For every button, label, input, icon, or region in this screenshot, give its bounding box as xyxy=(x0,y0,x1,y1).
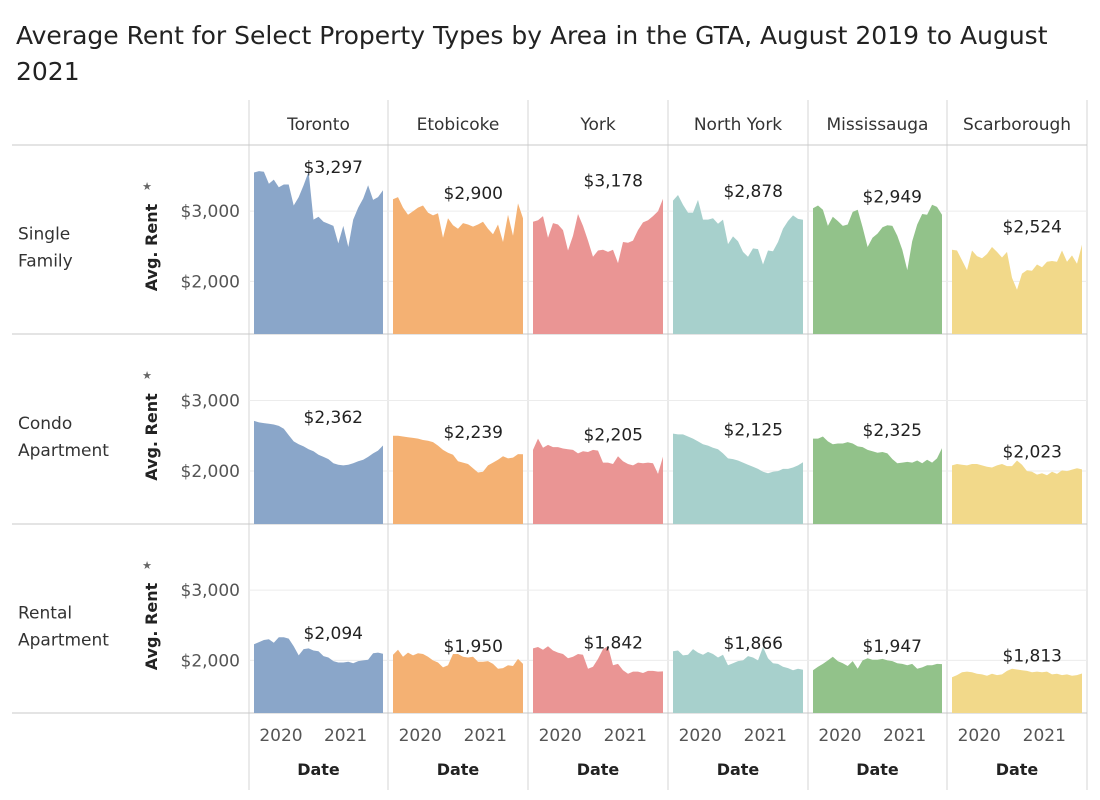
x-tick-label: 2021 xyxy=(744,726,787,746)
column-header: North York xyxy=(694,115,782,135)
data-label: $3,178 xyxy=(584,172,643,192)
data-label: $2,878 xyxy=(724,182,783,202)
area-series xyxy=(813,204,942,334)
column-header: Scarborough xyxy=(963,115,1071,135)
data-label: $2,900 xyxy=(444,184,503,204)
area-series xyxy=(813,436,942,524)
x-axis-title: Date xyxy=(856,760,899,779)
x-tick-label: 2021 xyxy=(324,726,367,746)
x-tick-label: 2020 xyxy=(958,726,1001,746)
area-series xyxy=(952,668,1082,713)
data-label: $2,239 xyxy=(444,423,503,443)
area-series xyxy=(533,198,663,334)
area-series xyxy=(533,438,663,524)
row-label: Apartment xyxy=(18,441,109,461)
x-tick-label: 2021 xyxy=(464,726,507,746)
pin-icon: ★ xyxy=(142,369,152,382)
area-series xyxy=(813,656,942,713)
row-label: Rental xyxy=(18,604,72,624)
data-label: $2,524 xyxy=(1003,218,1062,238)
y-tick-label: $3,000 xyxy=(181,202,240,222)
data-label: $1,866 xyxy=(724,634,783,654)
column-header: Toronto xyxy=(286,115,350,135)
area-series xyxy=(673,647,803,713)
data-label: $2,094 xyxy=(304,624,363,644)
area-series xyxy=(254,420,383,524)
y-tick-label: $2,000 xyxy=(181,651,240,671)
data-label: $1,950 xyxy=(444,637,503,657)
data-label: $2,325 xyxy=(863,421,922,441)
area-series xyxy=(673,195,803,334)
x-axis-title: Date xyxy=(996,760,1039,779)
x-axis-title: Date xyxy=(577,760,620,779)
data-label: $2,205 xyxy=(584,426,643,446)
area-series xyxy=(393,435,523,524)
data-label: $2,125 xyxy=(724,421,783,441)
data-label: $1,842 xyxy=(584,633,643,653)
x-tick-label: 2020 xyxy=(818,726,861,746)
data-label: $2,362 xyxy=(304,408,363,428)
y-axis-title: Avg. Rent xyxy=(142,203,161,291)
data-label: $2,023 xyxy=(1003,442,1062,462)
y-tick-label: $3,000 xyxy=(181,581,240,601)
row-label: Family xyxy=(18,252,73,272)
x-axis-title: Date xyxy=(717,760,760,779)
y-tick-label: $2,000 xyxy=(181,272,240,292)
data-label: $3,297 xyxy=(304,158,363,178)
row-label: Apartment xyxy=(18,631,109,651)
area-series xyxy=(533,646,663,713)
x-tick-label: 2020 xyxy=(679,726,722,746)
area-series xyxy=(254,171,383,334)
data-label: $1,947 xyxy=(863,637,922,657)
area-series xyxy=(952,244,1082,334)
y-tick-label: $3,000 xyxy=(181,391,240,411)
x-tick-label: 2021 xyxy=(604,726,647,746)
x-tick-label: 2020 xyxy=(539,726,582,746)
x-tick-label: 2021 xyxy=(883,726,926,746)
area-series xyxy=(673,433,803,524)
row-label: Single xyxy=(18,225,70,245)
area-series xyxy=(952,460,1082,524)
area-series xyxy=(393,197,523,334)
y-axis-title: Avg. Rent xyxy=(142,393,161,481)
x-axis-title: Date xyxy=(437,760,480,779)
x-tick-label: 2020 xyxy=(399,726,442,746)
column-header: York xyxy=(579,115,616,135)
column-header: Etobicoke xyxy=(417,115,500,135)
data-label: $2,949 xyxy=(863,188,922,208)
y-axis-title: Avg. Rent xyxy=(142,582,161,670)
area-series xyxy=(254,637,383,713)
y-tick-label: $2,000 xyxy=(181,462,240,482)
column-header: Mississauga xyxy=(827,115,929,135)
x-tick-label: 2020 xyxy=(259,726,302,746)
data-label: $1,813 xyxy=(1003,646,1062,666)
x-tick-label: 2021 xyxy=(1023,726,1066,746)
area-series xyxy=(393,649,523,713)
x-axis-title: Date xyxy=(297,760,340,779)
pin-icon: ★ xyxy=(142,180,152,193)
chart-title: Average Rent for Select Property Types b… xyxy=(16,21,1048,86)
row-label: Condo xyxy=(18,414,72,434)
pin-icon: ★ xyxy=(142,559,152,572)
